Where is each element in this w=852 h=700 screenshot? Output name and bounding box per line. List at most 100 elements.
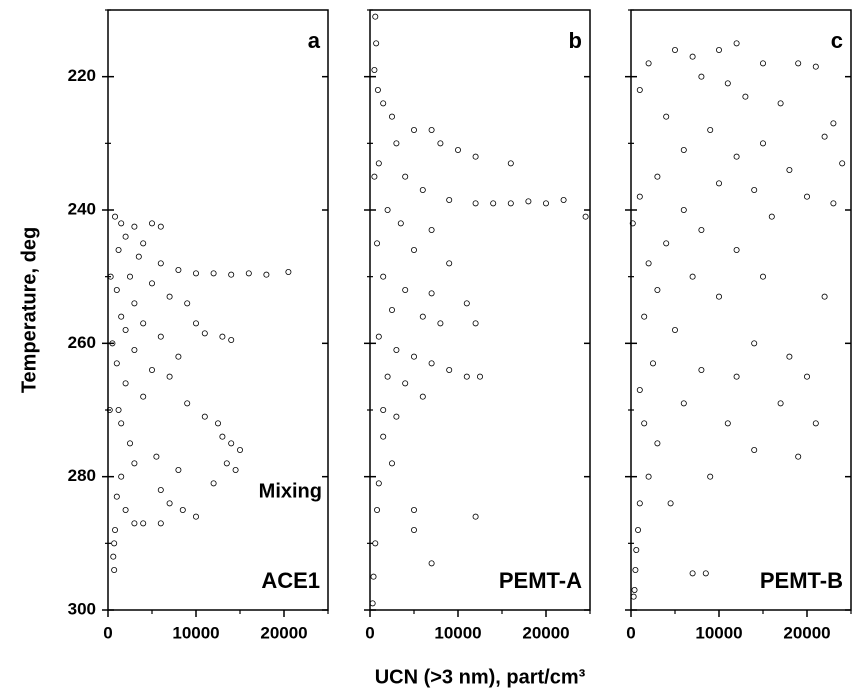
point [463, 300, 470, 307]
point [375, 480, 382, 487]
point [131, 520, 138, 527]
x-tick-label: 0 [626, 623, 635, 642]
point [388, 460, 395, 467]
point [166, 293, 173, 300]
point [446, 196, 453, 203]
point [698, 73, 705, 80]
panel-name: PEMT-A [499, 568, 582, 593]
x-tick-label: 10000 [172, 623, 219, 642]
y-tick-label: 280 [68, 466, 96, 485]
point [393, 346, 400, 353]
point [641, 420, 648, 427]
plot-frame [107, 9, 329, 611]
x-tick-label: 10000 [434, 623, 481, 642]
point [672, 47, 679, 54]
point [476, 373, 483, 380]
point [636, 386, 643, 393]
point [210, 270, 217, 277]
point [131, 460, 138, 467]
x-tick-label: 20000 [260, 623, 307, 642]
point [428, 560, 435, 567]
point [631, 587, 638, 594]
point [689, 53, 696, 60]
point [374, 240, 381, 247]
point [760, 140, 767, 147]
point [751, 186, 758, 193]
point [113, 493, 120, 500]
point [157, 486, 164, 493]
point [472, 320, 479, 327]
point [733, 153, 740, 160]
point [636, 500, 643, 507]
point [654, 440, 661, 447]
point [131, 346, 138, 353]
point [201, 330, 208, 337]
point [419, 393, 426, 400]
point [214, 420, 221, 427]
point [192, 270, 199, 277]
point [118, 420, 125, 427]
point [751, 446, 758, 453]
point [175, 466, 182, 473]
point [645, 473, 652, 480]
panel-letter: a [308, 28, 321, 53]
point [110, 553, 117, 560]
point [446, 366, 453, 373]
point [402, 286, 409, 293]
point [113, 286, 120, 293]
point [560, 196, 567, 203]
x-tick-label: 10000 [695, 623, 742, 642]
point [140, 520, 147, 527]
point [795, 60, 802, 67]
point [689, 273, 696, 280]
point [733, 40, 740, 47]
point [166, 373, 173, 380]
point [821, 133, 828, 140]
point [751, 340, 758, 347]
point [410, 246, 417, 253]
point [786, 166, 793, 173]
y-axis-label: Temperature, deg [18, 227, 40, 393]
point [232, 466, 239, 473]
point [777, 400, 784, 407]
point [698, 226, 705, 233]
point [113, 360, 120, 367]
point [689, 570, 696, 577]
plot-frame [630, 9, 852, 611]
point [733, 246, 740, 253]
point [410, 353, 417, 360]
panel-letter: b [569, 28, 582, 53]
point [131, 300, 138, 307]
point [380, 433, 387, 440]
point [371, 173, 378, 180]
point [236, 446, 243, 453]
point [645, 60, 652, 67]
point [148, 280, 155, 287]
point [733, 373, 740, 380]
point [472, 153, 479, 160]
point [127, 440, 134, 447]
point [742, 93, 749, 100]
point [760, 273, 767, 280]
point [428, 290, 435, 297]
point [698, 366, 705, 373]
point [402, 173, 409, 180]
point [428, 226, 435, 233]
point [410, 506, 417, 513]
point [166, 500, 173, 507]
point [702, 570, 709, 577]
point [127, 273, 134, 280]
point [410, 127, 417, 134]
point [507, 160, 514, 167]
point [463, 373, 470, 380]
point [179, 506, 186, 513]
point [633, 547, 640, 554]
point [680, 400, 687, 407]
point [812, 63, 819, 70]
point [184, 300, 191, 307]
point [201, 413, 208, 420]
y-tick-label: 260 [68, 333, 96, 352]
point [111, 567, 118, 574]
point [380, 100, 387, 107]
